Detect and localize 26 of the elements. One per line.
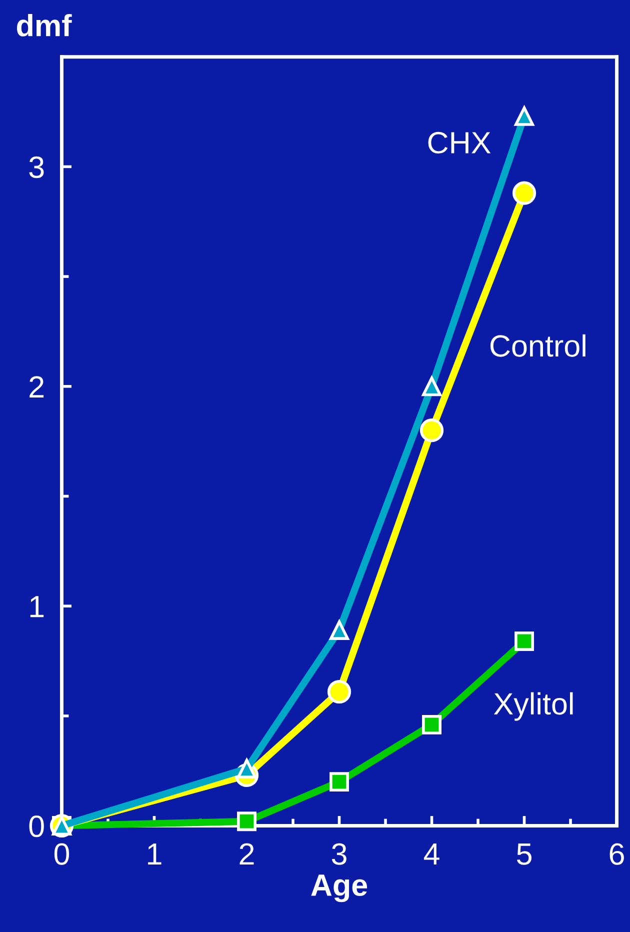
y-tick-label: 0: [29, 815, 44, 838]
y-tick-label: 1: [30, 596, 44, 618]
point: [512, 181, 536, 205]
x-tick-label: 1: [148, 844, 162, 865]
x-tick-label: 3: [332, 843, 346, 865]
x-axis-title: Age: [311, 874, 368, 902]
point: [327, 680, 352, 704]
point: [237, 812, 256, 832]
point: [514, 106, 534, 126]
point: [330, 620, 349, 640]
series-label: Xylitol: [494, 692, 573, 721]
point: [420, 418, 444, 442]
x-tick-label: 2: [240, 843, 254, 865]
y-tick-label: 2: [30, 376, 44, 398]
point: [514, 631, 534, 651]
series-label: Control: [490, 334, 586, 357]
y-axis-title: dmf: [17, 14, 72, 36]
point: [422, 714, 442, 734]
point: [422, 376, 442, 396]
x-tick-label: 5: [516, 844, 532, 865]
x-tick-label: 4: [424, 844, 440, 865]
point: [330, 772, 349, 792]
series-label: CHX: [428, 132, 491, 154]
x-tick-label: 6: [610, 843, 624, 865]
x-tick-label: 0: [54, 843, 70, 865]
y-tick-label: 3: [29, 156, 44, 178]
